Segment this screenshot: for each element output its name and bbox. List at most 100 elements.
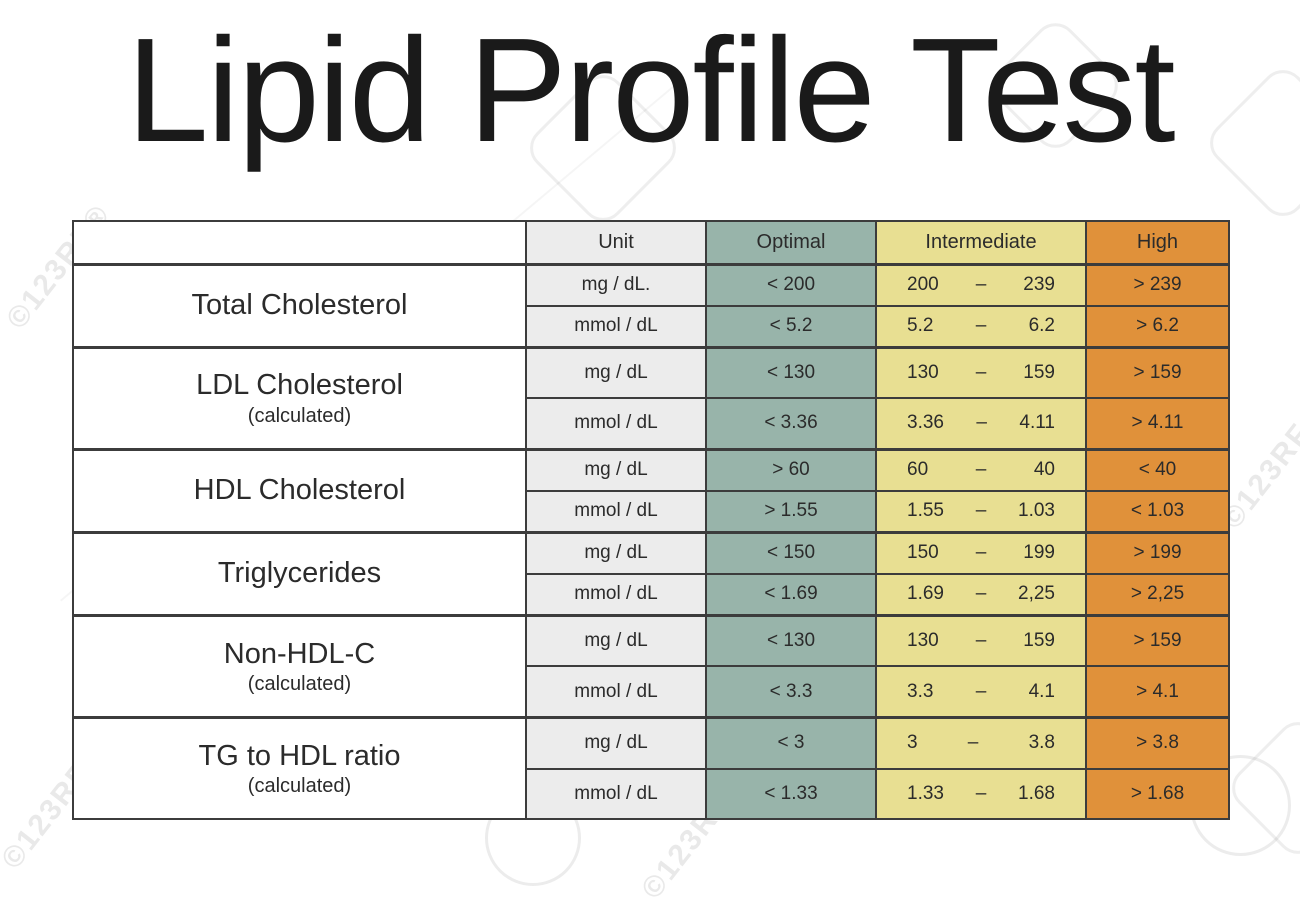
high-cell: > 159 [1085,345,1230,400]
range-high: 1.68 [1018,782,1055,804]
range-high: 1.03 [1018,500,1055,522]
unit-cell: mg / dL [525,345,707,400]
range-dash: – [975,274,987,295]
parameter-cell: Non-HDL-C (calculated) [72,613,527,719]
range-high: 159 [1023,630,1055,652]
parameter-cell: HDL Cholesterol [72,447,527,534]
range-low: 150 [907,542,939,564]
range-high: 199 [1023,542,1055,564]
intermediate-cell: 200 – 239 [875,262,1087,307]
table-row: mmol / dL < 3.3 3.3 – 4.1 > 4.1 [73,665,1230,719]
optimal-cell: < 3.36 [705,397,877,451]
optimal-cell: < 5.2 [705,304,877,348]
table-header-row: Unit Optimal Intermediate High [72,220,1230,265]
range-dash: – [976,412,987,434]
unit-cell: mmol / dL [525,572,707,617]
high-cell: > 6.2 [1085,304,1230,348]
parameter-name: Triglycerides [217,557,382,590]
high-cell: > 4.11 [1085,397,1230,451]
table-row: Non-HDL-C (calculated) mg / dL < 130 130… [72,613,1230,719]
range-low: 200 [907,274,939,295]
range-low: 3.36 [907,412,944,434]
high-cell: > 239 [1085,262,1230,307]
header-intermediate-cell: Intermediate [875,220,1087,265]
range-dash: – [975,459,987,481]
table-row: mmol / dL < 1.69 1.69 – 2,25 > 2,25 [73,572,1230,617]
parameter-note: (calculated) [247,673,352,696]
optimal-cell: < 1.33 [705,767,877,821]
intermediate-cell: 1.33 – 1.68 [875,767,1087,821]
intermediate-cell: 1.55 – 1.03 [875,489,1087,534]
range-dash: – [975,542,987,564]
range-high: 40 [1033,459,1055,481]
optimal-cell: > 1.55 [705,489,877,534]
range-dash: – [975,500,987,522]
high-cell: < 1.03 [1085,489,1230,534]
optimal-cell: > 60 [705,447,877,492]
optimal-cell: < 3 [705,715,877,770]
optimal-cell: < 1.69 [705,572,877,617]
optimal-cell: < 130 [705,613,877,668]
range-low: 1.69 [907,583,944,605]
table-row: mmol / dL < 1.33 1.33 – 1.68 > 1.68 [73,767,1230,821]
range-low: 1.55 [907,500,944,522]
range-high: 3.8 [1028,732,1055,754]
unit-cell: mmol / dL [525,397,707,451]
optimal-cell: < 130 [705,345,877,400]
optimal-cell: < 3.3 [705,665,877,719]
unit-cell: mg / dL [525,613,707,668]
range-low: 60 [907,459,929,481]
table-row: HDL Cholesterol mg / dL > 60 60 – 40 < 4… [72,447,1230,534]
parameter-note: (calculated) [247,775,352,798]
parameter-cell: LDL Cholesterol (calculated) [72,345,527,451]
header-high-cell: High [1085,220,1230,265]
table-row: mmol / dL < 3.36 3.36 – 4.11 > 4.11 [73,397,1230,451]
header-unit-cell: Unit [525,220,707,265]
parameter-name: Total Cholesterol [191,288,408,321]
parameter-name: TG to HDL ratio [198,739,401,772]
range-dash: – [975,680,987,702]
range-dash: – [975,361,987,383]
high-cell: > 2,25 [1085,572,1230,617]
intermediate-cell: 3.36 – 4.11 [875,397,1087,451]
parameter-cell: Total Cholesterol [72,262,527,348]
high-cell: > 159 [1085,613,1230,668]
unit-cell: mmol / dL [525,304,707,348]
header-optimal-cell: Optimal [705,220,877,265]
parameter-name: LDL Cholesterol [196,369,403,402]
range-high: 2,25 [1018,583,1055,605]
intermediate-cell: 130 – 159 [875,613,1087,668]
intermediate-cell: 130 – 159 [875,345,1087,400]
watermark-logo-icon [1223,713,1300,863]
intermediate-cell: 5.2 – 6.2 [875,304,1087,348]
table-row: Triglycerides mg / dL < 150 150 – 199 > … [72,530,1230,617]
unit-cell: mg / dL [525,530,707,575]
range-high: 159 [1023,361,1055,383]
intermediate-cell: 150 – 199 [875,530,1087,575]
table-row: mmol / dL > 1.55 1.55 – 1.03 < 1.03 [73,489,1230,534]
table-row: Total Cholesterol mg / dL. < 200 200 – 2… [72,262,1230,348]
parameter-cell: Triglycerides [72,530,527,617]
range-high: 6.2 [1028,315,1055,336]
high-cell: > 3.8 [1085,715,1230,770]
unit-cell: mmol / dL [525,665,707,719]
intermediate-cell: 60 – 40 [875,447,1087,492]
header-parameter-cell [72,220,527,265]
unit-cell: mg / dL. [525,262,707,307]
range-high: 4.1 [1028,680,1055,702]
intermediate-cell: 1.69 – 2,25 [875,572,1087,617]
high-cell: > 199 [1085,530,1230,575]
optimal-cell: < 200 [705,262,877,307]
parameter-name: HDL Cholesterol [193,474,406,507]
range-high: 239 [1023,274,1055,295]
range-low: 3.3 [907,680,934,702]
range-dash: – [975,315,987,336]
range-low: 130 [907,361,939,383]
range-low: 1.33 [907,782,944,804]
range-dash: – [967,732,979,754]
lipid-profile-table: Unit Optimal Intermediate High Total Cho… [72,220,1230,821]
range-low: 130 [907,630,939,652]
table-row: LDL Cholesterol (calculated) mg / dL < 1… [72,345,1230,451]
unit-cell: mg / dL [525,447,707,492]
range-dash: – [975,782,987,804]
